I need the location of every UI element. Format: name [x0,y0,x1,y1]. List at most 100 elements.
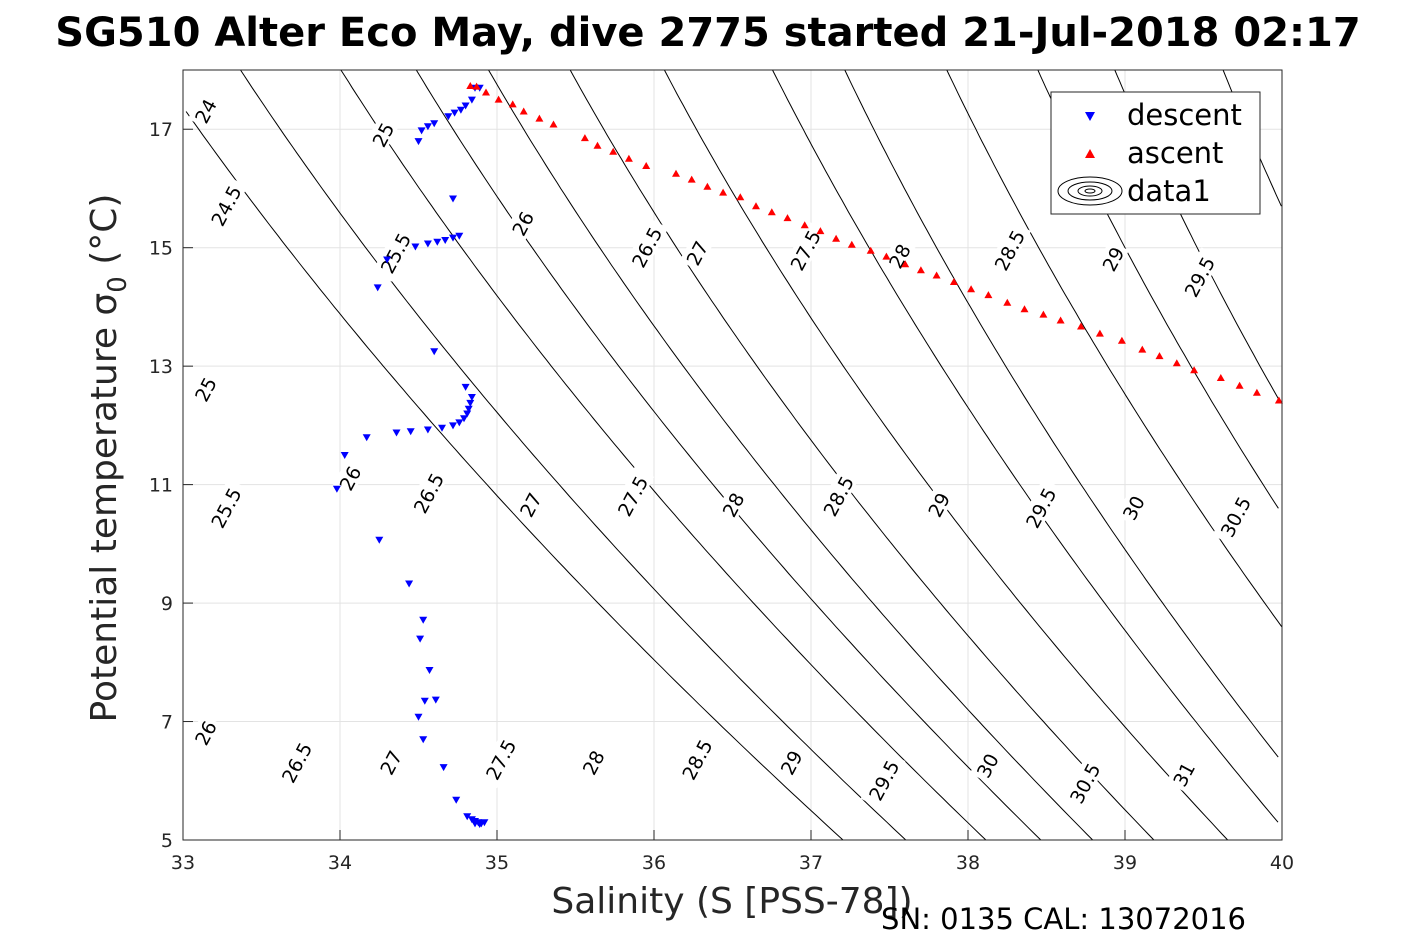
contour-label-bg [273,733,319,792]
contour-label-bg [782,220,827,279]
descent-point [461,102,470,110]
descent-point [455,232,464,240]
ascent-point [1003,298,1012,306]
ascent-point [609,147,618,155]
contour-label-bg [187,370,222,408]
contour-label-bg [1176,247,1222,306]
descent-point [444,113,453,121]
y-axis-label-sub: 0 [103,276,133,293]
contour-label-bg [673,730,719,789]
descent-point [450,109,459,117]
ascent-point [1095,329,1104,337]
contour-label-bg [986,220,1032,279]
y-axis-label-main: Potential temperature σ [84,293,125,723]
descent-point [449,234,457,242]
contour-label-bg [477,730,523,789]
descent-point [362,434,371,442]
contour-label-bg [405,463,451,522]
descent-point [416,635,425,643]
descent-point [405,580,414,588]
ascent-point [736,193,745,201]
contour-line-26-5 [569,69,1155,841]
descent-point [464,405,473,413]
ascent-point [1172,359,1181,367]
descent-point [406,428,415,436]
x-tick-label: 36 [642,852,666,874]
ascent-point [472,82,481,90]
ascent-point [672,169,680,177]
descent-point [420,697,429,705]
ascent-point [482,88,490,96]
descent-point [423,426,432,434]
descent-point [452,796,461,804]
ascent-point [642,162,651,169]
contour-line-24 [185,111,844,841]
y-axis-label-unit: (°C) [84,194,125,277]
x-tick-label: 33 [171,852,195,874]
descent-point [375,536,384,544]
ascent-point [783,214,792,222]
ascent-point [719,188,728,196]
legend-descent-label: descent [1127,98,1242,132]
contour-line-24-5 [240,69,907,841]
ascent-point [1274,396,1283,404]
ascent-point [1056,316,1065,324]
x-tick-label: 40 [1270,852,1294,874]
ascent-point [624,154,633,162]
contour-line-27 [663,69,1229,841]
y-tick-label: 9 [161,593,173,615]
contour-label-bg [921,485,955,523]
ascent-point [816,227,825,235]
descent-point [414,138,423,146]
y-tick-label: 13 [149,356,173,378]
legend: descent ascent data1 [1050,91,1261,215]
contour-label-bg [1017,478,1063,537]
descent-point [411,243,420,251]
contour-label-bg [505,204,539,242]
descent-point [392,429,401,437]
ascent-point [1039,310,1048,318]
ascent-point [882,252,891,260]
contour-label-bg [187,714,222,751]
ascent-point [832,234,841,242]
x-tick-label: 37 [799,852,823,874]
plot-frame [182,69,1283,841]
axis-ticks: 33 34 35 36 37 38 39 40 5 7 9 11 13 15 17 [149,119,1294,874]
contour-label-bg [1115,488,1150,526]
contour-label-bg [202,478,248,537]
descent-point [449,422,457,430]
footer-serial-cal: SN: 0135 CAL: 13072016 [881,902,1246,936]
contour-label-bg [187,92,222,129]
contour-label-bg [575,743,610,781]
descent-point [467,394,476,401]
legend-descent-marker [1085,112,1095,121]
descent-point [431,696,440,704]
ascent-point [508,100,517,108]
y-tick-label: 5 [161,830,173,852]
contour-label-bg [881,237,916,275]
descent-point [423,123,432,131]
contour-label-bg [512,485,547,523]
descent-point [441,237,450,244]
descent-point [467,96,476,104]
contour-label-bg [715,485,750,523]
contour-label-bg [365,115,399,153]
y-axis-label: Potential temperature σ0 (°C) [84,194,133,723]
contour-label-bg [1095,240,1129,277]
descent-point [463,813,472,821]
descent-point [455,419,464,427]
y-tick-label: 17 [149,119,173,141]
contour-line-28 [844,69,1279,758]
contour-label-bg [202,176,248,235]
ascent-point [549,120,558,128]
descent-point [456,106,465,114]
contour-label-bg [860,750,906,809]
ascent-point [466,82,475,89]
contour-line-25-5 [415,69,1042,841]
ascent-point [1235,381,1244,389]
ascent-point [932,271,941,279]
ascent-point [593,141,602,149]
ascent-point [580,134,589,142]
ascent-point [1216,374,1225,381]
